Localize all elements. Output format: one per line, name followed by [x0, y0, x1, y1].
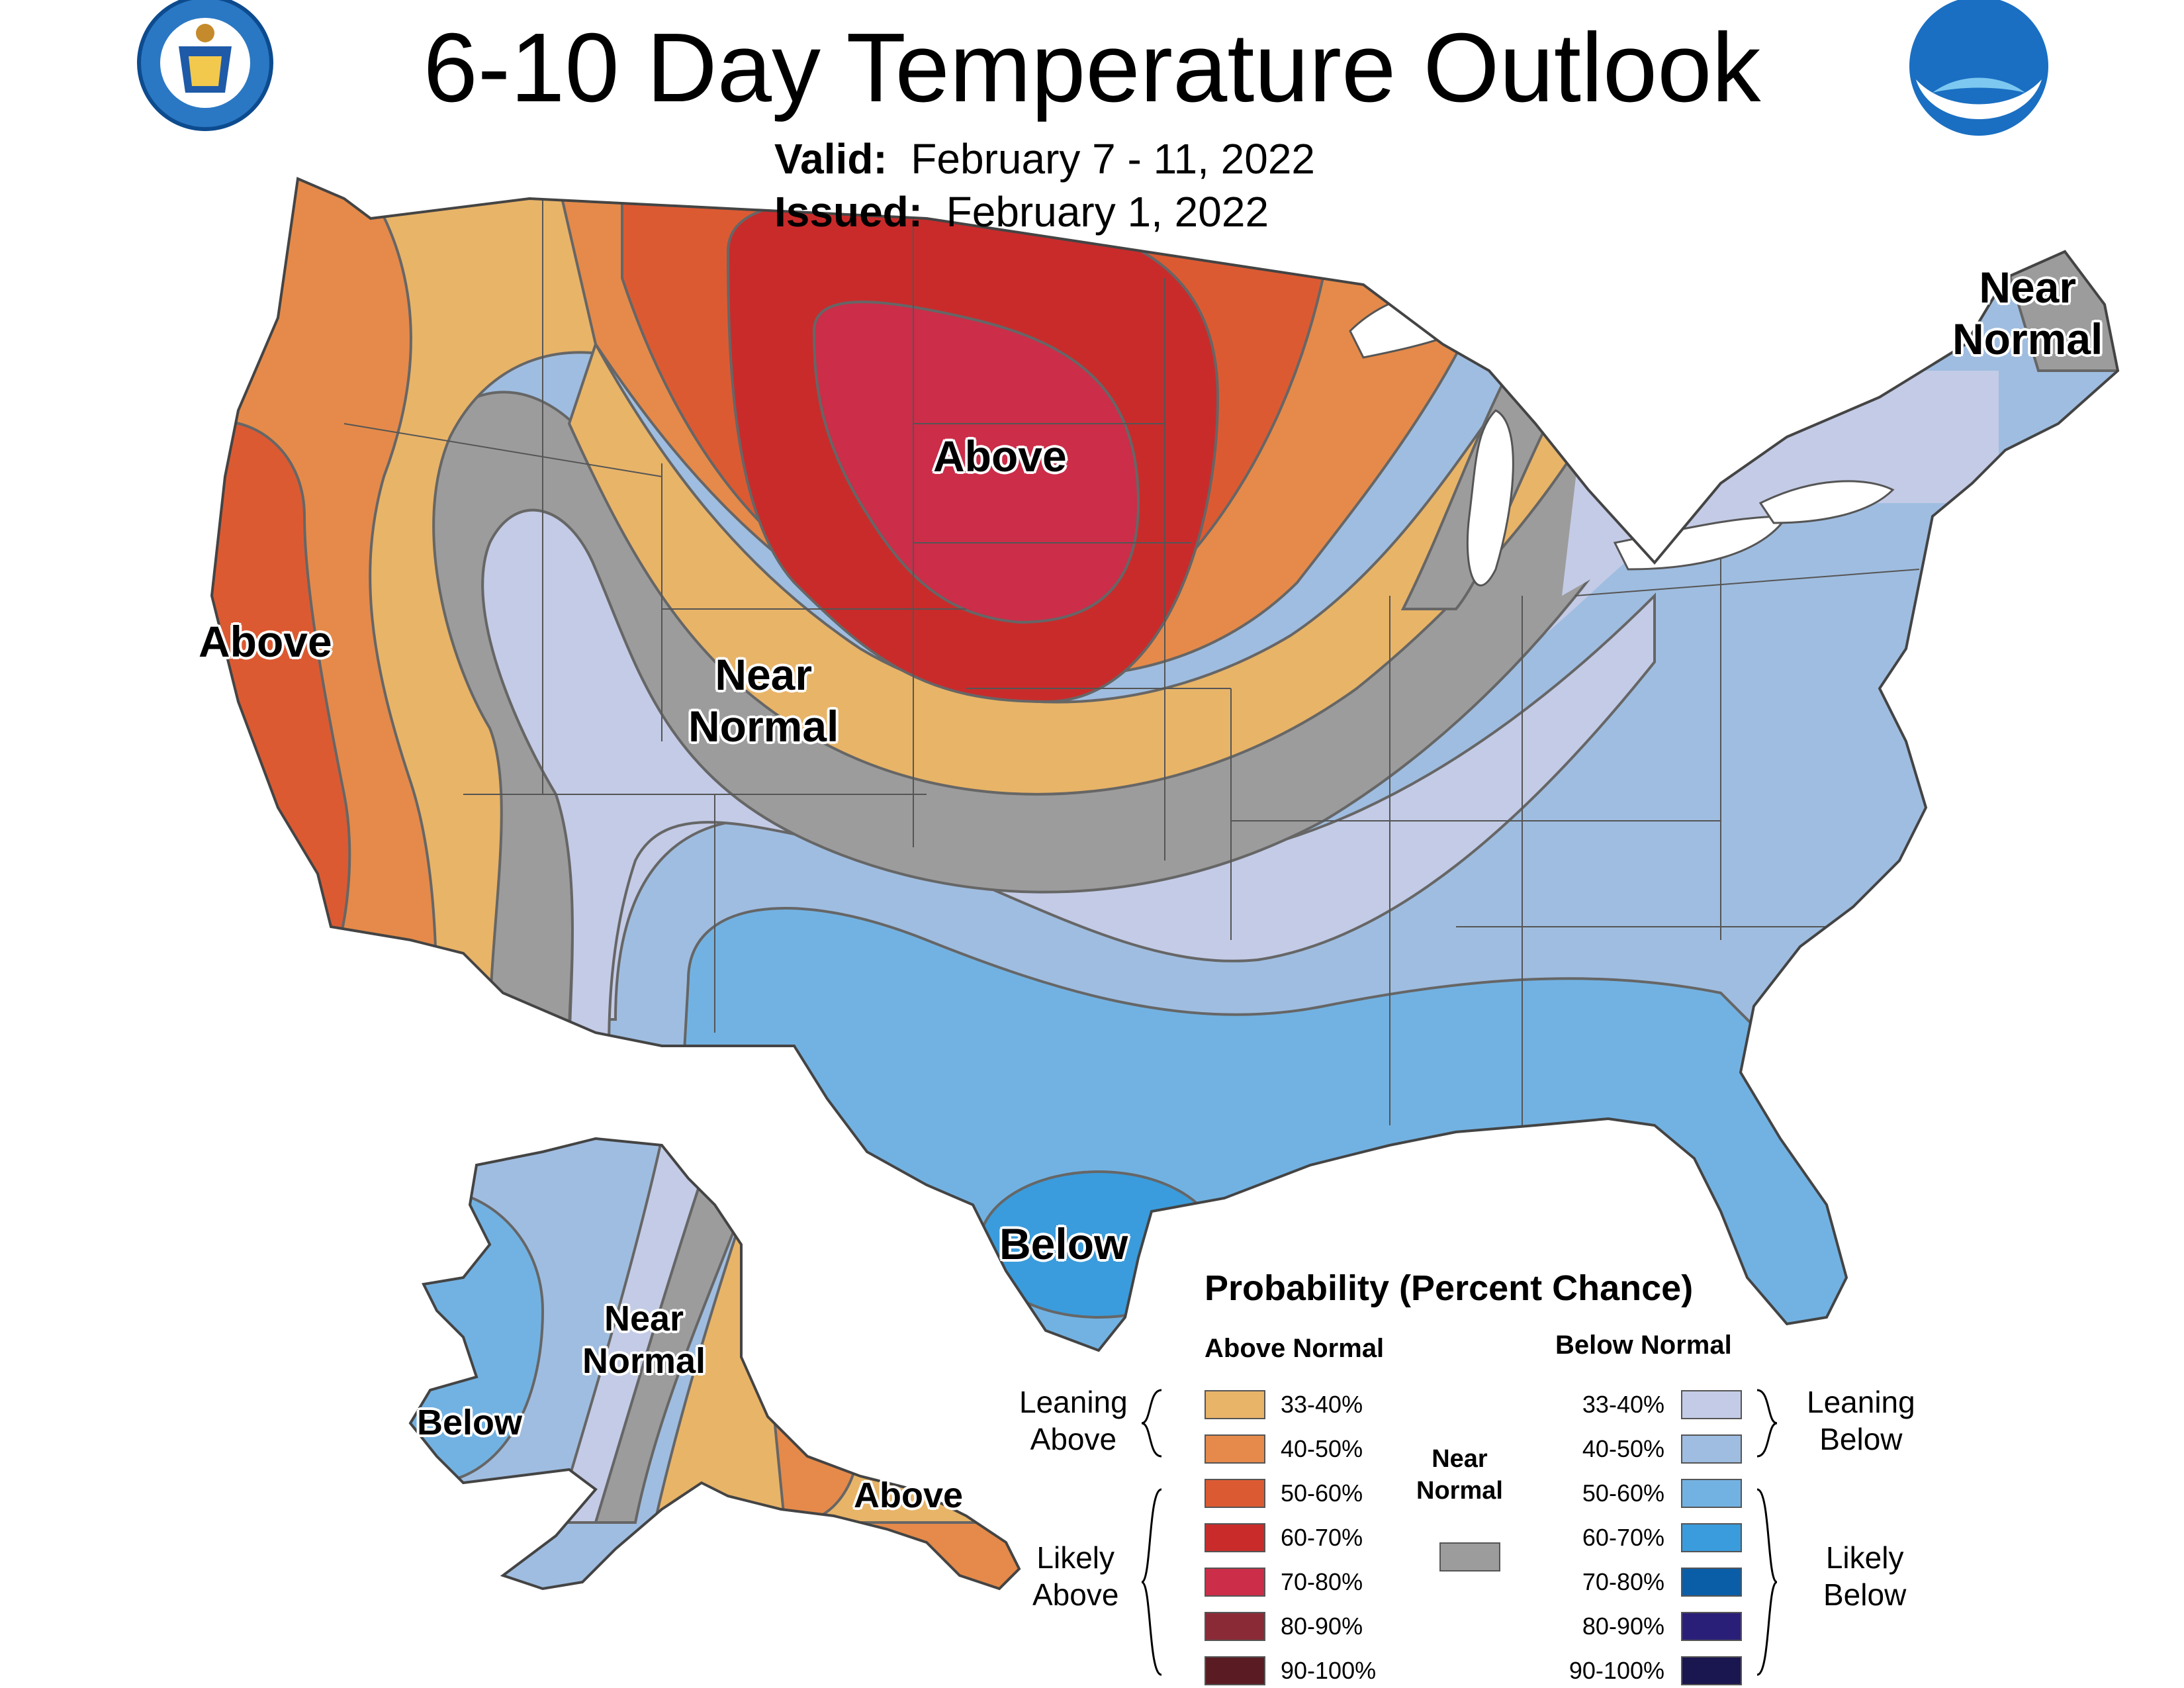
legend-below-range-0: 33-40% — [1582, 1391, 1664, 1418]
legend-leaning-below: Leaning Below — [1807, 1385, 1915, 1456]
label-below-texas: Below — [999, 1219, 1128, 1268]
legend-below-range-2: 50-60% — [1582, 1479, 1664, 1507]
valid-label: Valid: — [774, 135, 887, 183]
label-above-alaska: Above — [854, 1476, 964, 1515]
legend-below-swatch-5 — [1681, 1612, 1742, 1641]
legend-above-swatch-0 — [1205, 1390, 1265, 1419]
label-above-west: Above — [199, 617, 332, 666]
legend-above-header: Above Normal — [1205, 1334, 1385, 1363]
issued-value: February 1, 2022 — [946, 188, 1269, 236]
legend-below-swatch-1 — [1681, 1434, 1742, 1464]
legend-below-swatch-3 — [1681, 1523, 1742, 1552]
legend-above-range-0: 33-40% — [1281, 1391, 1363, 1418]
legend-above-range-3: 60-70% — [1281, 1524, 1363, 1551]
label-near-normal-alaska: Near Normal — [582, 1299, 706, 1381]
legend-below-range-4: 70-80% — [1582, 1568, 1664, 1595]
legend-below-swatch-6 — [1681, 1656, 1742, 1685]
legend-below-range-3: 60-70% — [1582, 1524, 1664, 1551]
legend-above-range-4: 70-80% — [1281, 1568, 1363, 1595]
legend-below-swatch-4 — [1681, 1568, 1742, 1597]
legend-near-normal: Near Normal — [1416, 1445, 1503, 1505]
label-near-normal-central: Near Normal — [688, 650, 839, 751]
label-near-normal-northeast: Near Normal — [1952, 263, 2103, 363]
legend-above-range-6: 90-100% — [1281, 1657, 1377, 1684]
valid-dates: Valid: February 7 - 11, 2022 Issued: Feb… — [774, 132, 1315, 238]
legend-above-range-1: 40-50% — [1281, 1435, 1363, 1462]
legend-below-swatch-2 — [1681, 1479, 1742, 1508]
legend-above-swatch-5 — [1205, 1612, 1265, 1641]
issued-label: Issued: — [774, 188, 923, 236]
legend-near-normal-swatch — [1439, 1542, 1500, 1571]
department-of-commerce-seal-icon — [137, 0, 273, 131]
legend-below-range-5: 80-90% — [1582, 1613, 1664, 1640]
legend-brace-above — [1141, 1389, 1162, 1676]
label-above-north: Above — [933, 432, 1067, 481]
legend-title: Probability (Percent Chance) — [1205, 1268, 1694, 1308]
legend-above-swatch-6 — [1205, 1656, 1265, 1685]
legend-below-range-6: 90-100% — [1569, 1657, 1664, 1684]
page-title: 6-10 Day Temperature Outlook — [423, 13, 1761, 122]
valid-value: February 7 - 11, 2022 — [911, 135, 1315, 183]
legend-likely-below: Likely Below — [1823, 1540, 1907, 1612]
legend-below-range-1: 40-50% — [1582, 1435, 1664, 1462]
legend-above-range-5: 80-90% — [1281, 1613, 1363, 1640]
legend-likely-above: Likely Above — [1032, 1540, 1119, 1612]
legend-above-swatch-3 — [1205, 1523, 1265, 1552]
legend-brace-below — [1756, 1389, 1778, 1676]
legend-above-swatch-4 — [1205, 1568, 1265, 1597]
label-below-alaska: Below — [417, 1403, 523, 1442]
legend-below-swatch-0 — [1681, 1390, 1742, 1419]
legend-below-header: Below Normal — [1555, 1331, 1732, 1360]
legend-above-range-2: 50-60% — [1281, 1479, 1363, 1507]
noaa-logo-icon — [1909, 0, 2048, 136]
legend-above-swatch-1 — [1205, 1434, 1265, 1464]
legend-leaning-above: Leaning Above — [1019, 1385, 1128, 1456]
legend-above-swatch-2 — [1205, 1479, 1265, 1508]
